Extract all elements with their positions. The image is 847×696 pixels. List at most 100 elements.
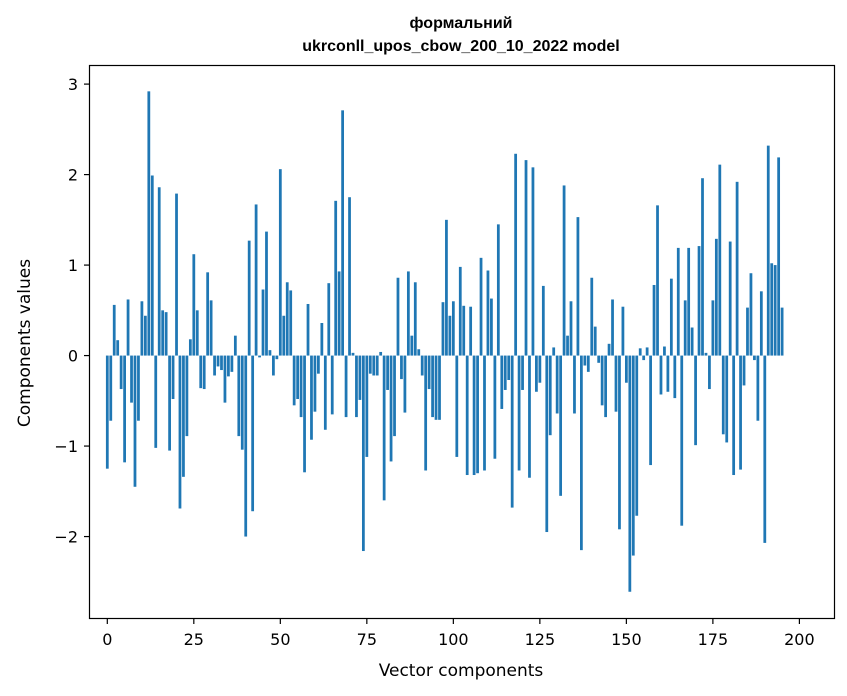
bar	[462, 305, 466, 356]
bar	[192, 254, 196, 356]
y-tick-label: 3	[68, 75, 78, 94]
bar	[541, 285, 545, 356]
bar	[230, 355, 234, 372]
bar	[434, 355, 438, 420]
bar	[669, 278, 673, 356]
bar	[150, 175, 154, 356]
bar	[379, 351, 383, 356]
bar	[680, 355, 684, 526]
bar	[538, 355, 542, 383]
bar	[507, 355, 511, 380]
bar	[500, 355, 504, 409]
bar	[296, 355, 300, 400]
bar	[237, 355, 241, 437]
bar	[635, 355, 639, 516]
bar	[178, 355, 182, 509]
bar	[759, 291, 763, 356]
bar	[624, 355, 628, 383]
x-tick-label: 175	[698, 630, 729, 649]
bar	[735, 181, 739, 356]
bar	[704, 352, 708, 356]
bar	[777, 157, 781, 356]
bar	[154, 355, 158, 448]
y-axis-ticks: −2 −1 0 1 2 3	[54, 75, 90, 547]
bar	[424, 355, 428, 471]
bar	[195, 310, 199, 356]
bar	[732, 355, 736, 476]
bar	[251, 355, 255, 512]
bar	[593, 326, 597, 356]
bar	[714, 238, 718, 356]
bar	[687, 247, 691, 356]
bar	[697, 246, 701, 356]
y-tick-label: −2	[54, 528, 78, 547]
bar	[396, 277, 400, 356]
bar	[351, 352, 355, 356]
bar	[656, 205, 659, 356]
bar	[327, 283, 331, 356]
bar	[268, 350, 272, 356]
bar	[323, 355, 327, 430]
bar	[116, 340, 120, 356]
bar	[389, 355, 393, 462]
bar	[109, 355, 113, 421]
bar	[521, 355, 524, 390]
x-tick-label: 25	[184, 630, 204, 649]
bar	[406, 271, 410, 356]
bar	[361, 355, 365, 552]
bar	[216, 355, 220, 367]
bar	[600, 355, 604, 406]
bar	[306, 303, 310, 356]
bar	[123, 355, 126, 463]
bar	[753, 355, 756, 361]
bar	[199, 355, 203, 389]
bar	[631, 355, 635, 556]
bar	[701, 178, 704, 356]
bar	[531, 167, 535, 356]
bar	[614, 355, 618, 412]
bar	[573, 355, 576, 414]
bar	[337, 271, 341, 356]
bar	[535, 355, 538, 392]
bar	[618, 355, 621, 530]
bar	[486, 270, 490, 356]
bar	[365, 355, 369, 457]
bar	[375, 355, 379, 376]
x-tick-label: 150	[611, 630, 642, 649]
bar	[185, 355, 189, 437]
bar	[683, 300, 687, 356]
bar	[780, 307, 784, 356]
bar	[261, 289, 265, 356]
bar	[465, 355, 469, 476]
x-axis-label: Vector components	[379, 661, 544, 681]
bar	[663, 346, 666, 356]
x-tick-label: 125	[525, 630, 556, 649]
bar	[749, 273, 753, 356]
bar	[448, 315, 452, 356]
bar	[188, 339, 192, 356]
bar	[137, 355, 140, 421]
bar	[763, 355, 767, 543]
y-tick-label: 0	[68, 347, 78, 366]
y-tick-label: 2	[68, 166, 78, 185]
bar	[310, 355, 313, 440]
bar	[510, 355, 514, 508]
bar	[368, 355, 372, 374]
bar	[147, 91, 151, 356]
bar	[676, 247, 680, 356]
bar	[171, 355, 175, 400]
bar	[479, 257, 483, 356]
bar	[590, 277, 594, 356]
bar	[292, 355, 296, 406]
bar	[258, 355, 261, 358]
bar	[382, 355, 386, 501]
bar	[552, 347, 556, 356]
bar	[721, 355, 725, 435]
bar	[410, 335, 414, 356]
bar	[517, 355, 521, 471]
bar	[317, 355, 320, 374]
bar	[265, 231, 268, 356]
bar	[431, 355, 434, 418]
bar	[299, 355, 303, 418]
bar	[223, 355, 227, 403]
